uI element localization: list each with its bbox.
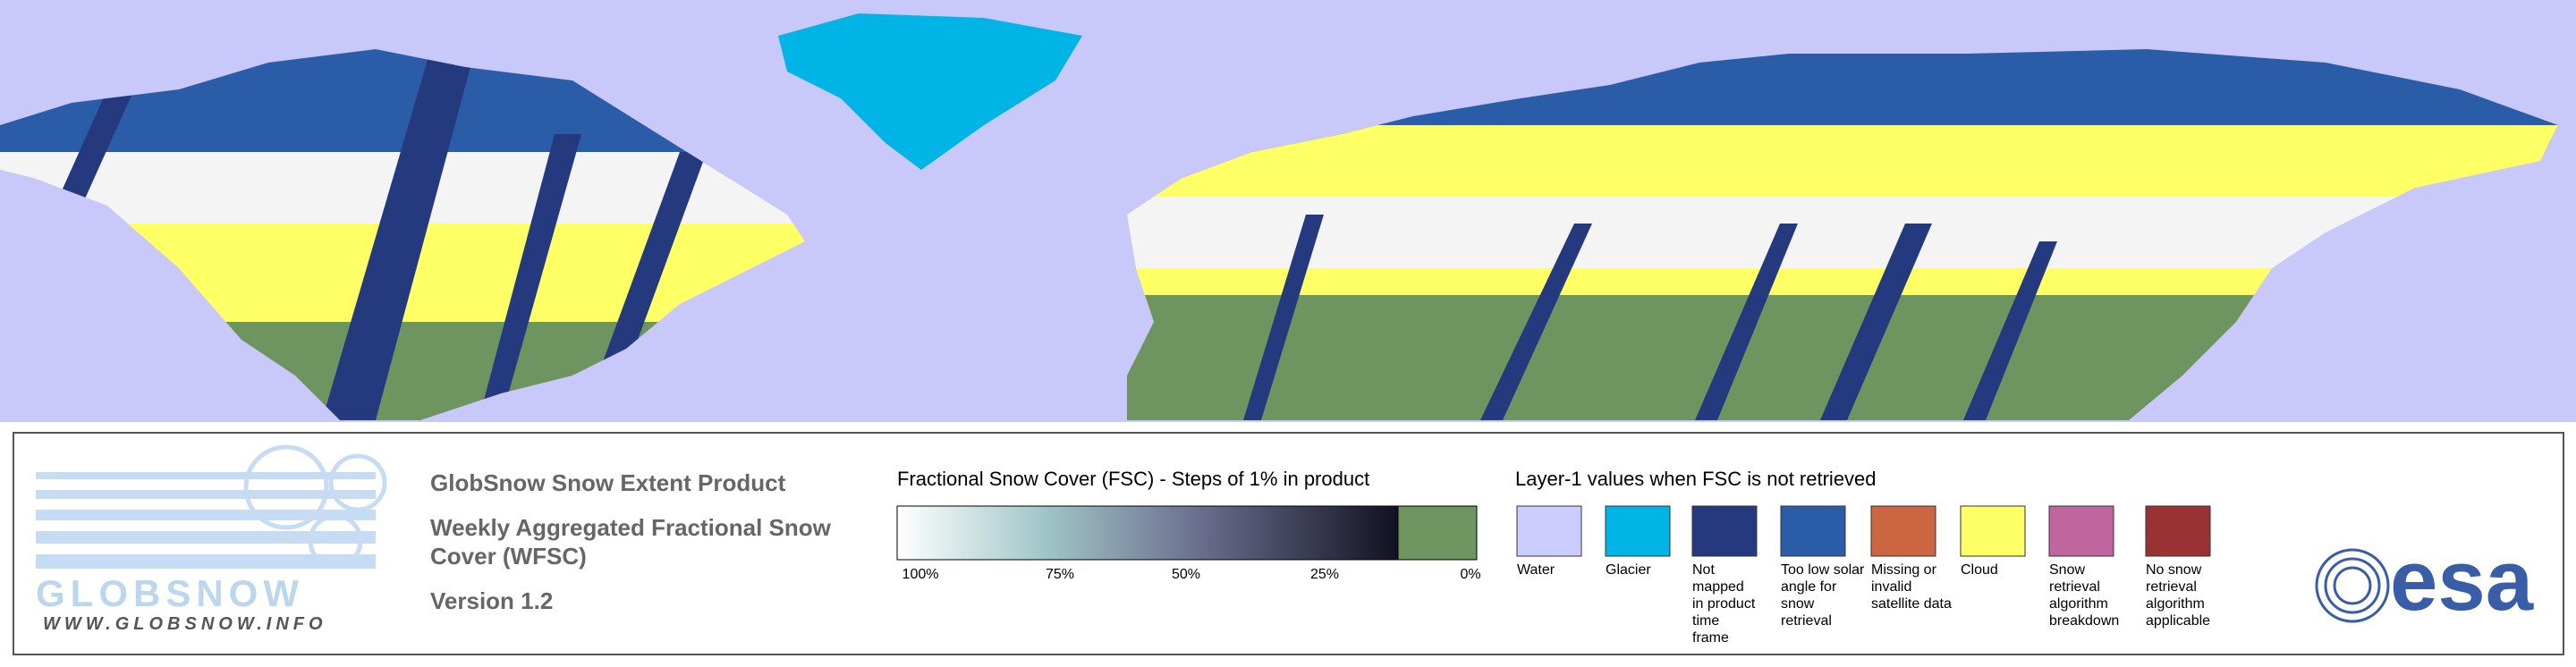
fsc-zero [1397, 505, 1478, 561]
colorbar-tick-label: 0% [1460, 567, 1481, 582]
legend-label: Not mapped in product time frame [1692, 562, 1756, 646]
legend-swatch [1960, 505, 2026, 557]
legend-swatch [1780, 505, 1846, 557]
colorbar-title: Fractional Snow Cover (FSC) - Steps of 1… [897, 468, 1370, 490]
legend-label: Missing or invalid satellite data [1871, 562, 1952, 612]
legend-swatch [1516, 505, 1582, 557]
logo-stripes [36, 472, 376, 569]
colorbar-tick-label: 50% [1171, 567, 1201, 582]
legend-label: No snow retrieval algorithm applicable [2146, 562, 2211, 629]
legend-title: Layer-1 values when FSC is not retrieved [1515, 468, 1877, 490]
logo-name: GLOBSNOW [36, 572, 304, 614]
colorbar-tick-label: 25% [1309, 567, 1340, 582]
fsc-gradient [896, 505, 1399, 561]
esa-logo-mark [2315, 548, 2390, 623]
legend-swatch [1691, 505, 1758, 557]
title: GlobSnow Snow Extent Product [430, 469, 786, 496]
legend-label: Too low solar angle for snow retrieval [1781, 562, 1865, 629]
legend-label: Water [1517, 562, 1555, 578]
colorbar-tick-label: 75% [1045, 567, 1075, 582]
logo-url: WWW.GLOBSNOW.INFO [43, 614, 327, 634]
legend-swatch [2048, 505, 2114, 557]
legend-swatch [1605, 505, 1671, 557]
legend-label: Cloud [1961, 562, 1998, 578]
subtitle: Weekly Aggregated Fractional Snow Cover … [430, 514, 831, 570]
colorbar-tick-label: 100% [902, 567, 939, 582]
version: Version 1.2 [430, 587, 554, 614]
legend-label: Snow retrieval algorithm breakdown [2049, 562, 2120, 629]
esa-logo: esa [2390, 533, 2534, 629]
map-greenland [778, 13, 1082, 170]
legend-label: Glacier [1606, 562, 1651, 578]
logo-snowflakes [243, 444, 387, 569]
legend-swatch [1870, 505, 1936, 557]
legend-swatch [2145, 505, 2211, 557]
